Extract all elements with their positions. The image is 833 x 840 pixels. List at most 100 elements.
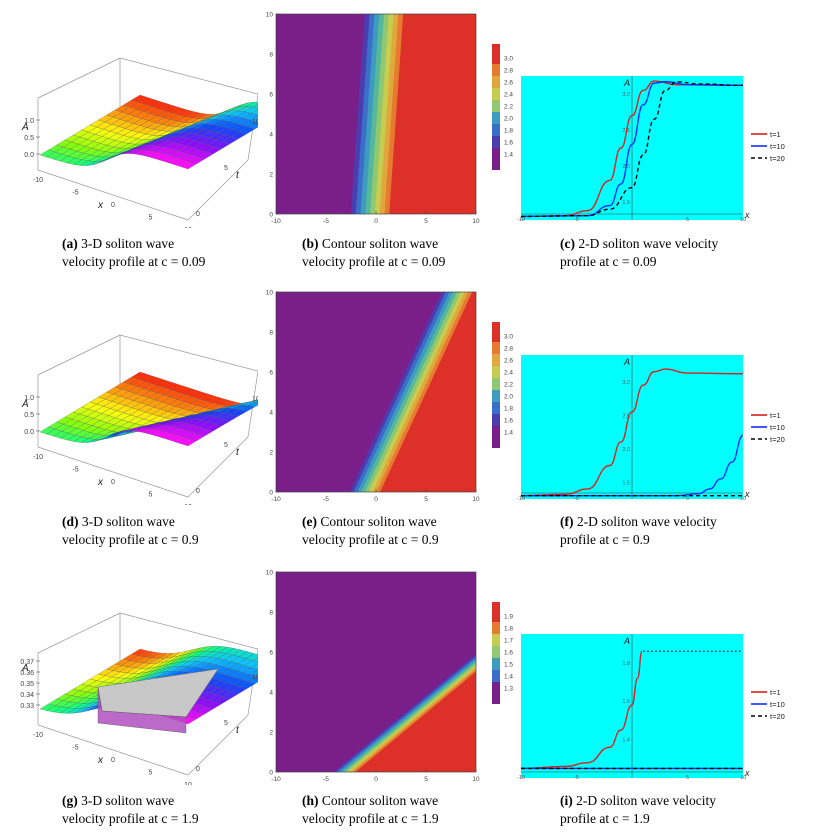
contour-legend-label: 1.5 (504, 662, 513, 669)
surface-box-edge (187, 436, 249, 498)
x-axis-label: x (744, 768, 750, 778)
surface-patch (255, 120, 258, 123)
contour-legend-swatch (492, 670, 500, 682)
x-tick-label: 10 (740, 775, 746, 781)
y-tick-label: 3.0 (622, 380, 630, 386)
contour-legend-label: 2.0 (504, 116, 513, 123)
contour-legend-swatch (492, 646, 500, 658)
contour-y-tick-label: 6 (269, 650, 273, 657)
x-tick-label: 10 (184, 504, 192, 505)
t-tick-label: 0 (196, 488, 200, 495)
t-axis-label: t (236, 725, 240, 736)
x-tick-label: -5 (72, 467, 78, 474)
contour-legend-label: 2.2 (504, 382, 513, 389)
x-axis-label: x (97, 477, 104, 488)
contour-legend-swatch (492, 88, 500, 100)
contour-legend-swatch (492, 136, 500, 148)
series-line (521, 434, 744, 497)
contour-x-tick-label: -5 (323, 776, 329, 783)
x-tick-label: 10 (740, 496, 746, 502)
contour-x-tick-label: -10 (271, 776, 281, 783)
x-tick-label: -5 (574, 217, 579, 223)
contour-x-tick-label: 10 (472, 776, 480, 783)
contour-legend-label: 2.0 (504, 394, 513, 401)
contour-legend-label: 1.6 (504, 418, 513, 425)
contour-x-tick-label: 0 (374, 496, 378, 503)
caption-a: (a) 3-D soliton wave velocity profile at… (62, 236, 206, 269)
z-tick-label: 0.37 (20, 659, 34, 666)
line-plot-i: Ax 1.8 1.6 1.4 -10 -5 5 10 t=1 t=10 t=20 (517, 634, 785, 781)
t-tick-label: 10 (252, 674, 258, 681)
contour-y-tick-label: 8 (269, 330, 273, 337)
contour-legend-swatch (492, 322, 500, 330)
contour-y-tick-label: 2 (269, 730, 273, 737)
contour-legend-label: 1.8 (504, 406, 513, 413)
contour-x-tick-label: 0 (374, 218, 378, 225)
x-tick-label: -10 (517, 217, 525, 223)
y-axis-label: A (623, 636, 630, 646)
x-tick-label: 5 (149, 215, 153, 222)
contour-legend-label: 2.4 (504, 92, 513, 99)
surface-patch (180, 161, 197, 170)
legend-label: t=1 (770, 411, 781, 420)
contour-y-tick-label: 4 (269, 690, 273, 697)
contour-legend-label: 1.4 (504, 430, 513, 437)
contour-legend-swatch (492, 378, 500, 390)
surface-box-edge (37, 446, 189, 498)
y-tick-label: 1.5 (622, 200, 630, 206)
contour-legend-swatch (492, 426, 500, 438)
contour-x-tick-label: 5 (424, 496, 428, 503)
contour-legend-swatch (492, 610, 500, 622)
contour-x-tick-label: 5 (424, 776, 428, 783)
contour-legend-swatch (492, 112, 500, 124)
contour-y-tick-label: 4 (269, 410, 273, 417)
contour-x-tick-label: 5 (424, 218, 428, 225)
x-tick-label: 5 (686, 775, 689, 781)
contour-legend-swatch (492, 100, 500, 112)
contour-x-tick-label: -5 (323, 496, 329, 503)
contour-legend-swatch (492, 64, 500, 76)
surface-box-edge (37, 724, 189, 776)
surface-patch (180, 438, 197, 447)
contour-y-tick-label: 0 (269, 212, 273, 219)
contour-legend-label: 1.7 (504, 638, 513, 645)
contour-legend-swatch (492, 622, 500, 634)
x-tick-label: 10 (184, 227, 192, 228)
legend-label: t=1 (770, 130, 781, 139)
x-tick-label: 5 (149, 492, 153, 499)
contour-legend-label: 2.2 (504, 104, 513, 111)
contour-x-tick-label: 10 (472, 496, 480, 503)
z-tick-label: 1.0 (24, 118, 34, 125)
surface-box-edge (187, 714, 249, 776)
x-tick-label: -10 (517, 775, 525, 781)
y-tick-label: 1.4 (622, 738, 630, 744)
x-axis-label: x (97, 200, 104, 211)
series-line (520, 650, 643, 770)
contour-legend-swatch (492, 342, 500, 354)
x-axis-label: x (97, 755, 104, 766)
x-tick-label: 10 (740, 217, 746, 223)
contour-y-tick-label: 8 (269, 610, 273, 617)
x-tick-label: -10 (33, 454, 43, 461)
contour-legend-swatch (492, 354, 500, 366)
series-line (520, 81, 744, 218)
t-tick-label: 5 (224, 720, 228, 727)
x-tick-label: -10 (517, 496, 525, 502)
contour-legend-label: 2.6 (504, 358, 513, 365)
x-tick-label: 5 (686, 496, 689, 502)
surface-plot-a: 1.00.50.0A-10-50510x0510t (21, 57, 258, 228)
contour-legend-swatch (492, 160, 500, 170)
z-tick-label: 1.0 (24, 395, 34, 402)
surface-box-edge (119, 612, 258, 650)
x-tick-label: 0 (111, 479, 115, 486)
x-tick-label: -5 (72, 190, 78, 197)
contour-legend-label: 1.8 (504, 128, 513, 135)
caption-d: (d) 3-D soliton wave velocity profile at… (62, 514, 199, 547)
t-tick-label: 0 (196, 211, 200, 218)
x-tick-label: -5 (574, 496, 579, 502)
contour-y-tick-label: 0 (269, 490, 273, 497)
x-tick-label: -10 (33, 177, 43, 184)
y-tick-label: 2.5 (622, 413, 630, 419)
t-tick-label: 10 (252, 396, 258, 403)
legend-label: t=20 (770, 712, 785, 721)
